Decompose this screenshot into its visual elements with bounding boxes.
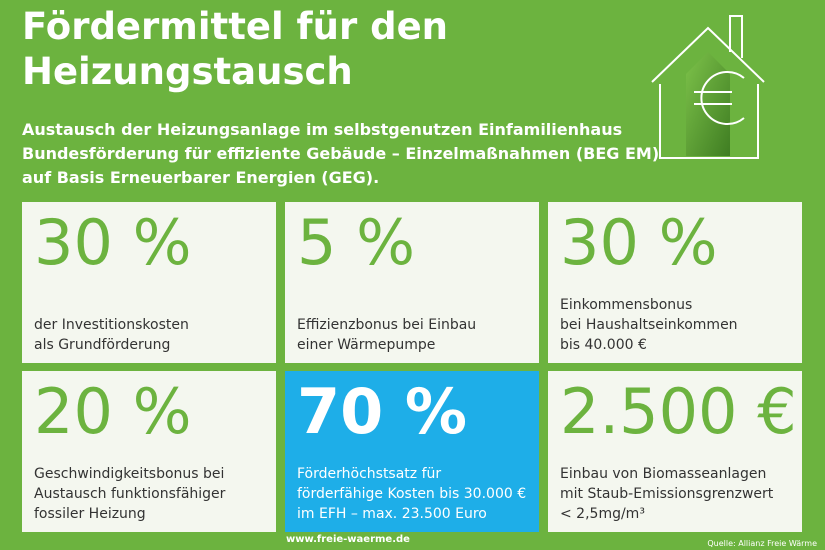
card-biomass: 2.500 € Einbau von Biomasseanlagen mit S… [548,371,802,532]
card-efficiency-bonus: 5 % Effizienzbonus bei Einbau einer Wärm… [285,202,539,363]
card-description: der Investitionskosten als Grundförderun… [34,315,270,355]
card-line: förderfähige Kosten bis 30.000 € [297,486,527,502]
card-speed-bonus: 20 % Geschwindigkeitsbonus bei Austausch… [22,371,276,532]
page-title: Fördermittel für den Heizungstausch [22,4,582,94]
card-description: Geschwindigkeitsbonus bei Austausch funk… [34,464,270,524]
card-max-rate: 70 % Förderhöchstsatz für förderfähige K… [285,371,539,532]
footer-url[interactable]: www.freie-waerme.de [286,534,410,545]
house-euro-icon [651,15,765,159]
footer-source: Quelle: Allianz Freie Wärme [707,539,817,548]
card-line: als Grundförderung [34,337,171,353]
card-line: mit Staub-Emissionsgrenzwert [560,486,774,502]
card-description: Effizienzbonus bei Einbau einer Wärmepum… [297,315,533,355]
card-line: einer Wärmepumpe [297,337,436,353]
card-value: 30 % [34,206,192,279]
card-line: Austausch funktionsfähiger [34,486,226,502]
card-line: bei Haushaltseinkommen [560,317,738,333]
subtitle: Austausch der Heizungsanlage im selbstge… [22,118,662,190]
card-line: Einkommensbonus [560,297,693,313]
subtitle-line-2: Bundesförderung für effiziente Gebäude –… [22,144,660,163]
card-value: 5 % [297,206,416,279]
card-line: fossiler Heizung [34,506,146,522]
card-description: Einkommensbonus bei Haushaltseinkommen b… [560,295,796,355]
card-value: 20 % [34,375,192,448]
subtitle-line-3: auf Basis Erneuerbarer Energien (GEG). [22,168,380,187]
card-line: im EFH – max. 23.500 Euro [297,506,487,522]
title-line-2: Heizungstausch [22,50,353,93]
card-value: 2.500 € [560,375,797,448]
card-value: 30 % [560,206,718,279]
card-value: 70 % [297,375,467,448]
card-line: Effizienzbonus bei Einbau [297,317,477,333]
card-description: Einbau von Biomasseanlagen mit Staub-Emi… [560,464,796,524]
title-line-1: Fördermittel für den [22,5,449,48]
card-income-bonus: 30 % Einkommensbonus bei Haushaltseinkom… [548,202,802,363]
card-line: Geschwindigkeitsbonus bei [34,466,225,482]
card-base-funding: 30 % der Investitionskosten als Grundför… [22,202,276,363]
card-line: bis 40.000 € [560,337,647,353]
card-description: Förderhöchstsatz für förderfähige Kosten… [297,464,533,524]
card-line: < 2,5mg/m³ [560,506,645,522]
card-line: Einbau von Biomasseanlagen [560,466,767,482]
card-line: der Investitionskosten [34,317,189,333]
card-line: Förderhöchstsatz für [297,466,442,482]
subtitle-line-1: Austausch der Heizungsanlage im selbstge… [22,120,623,139]
